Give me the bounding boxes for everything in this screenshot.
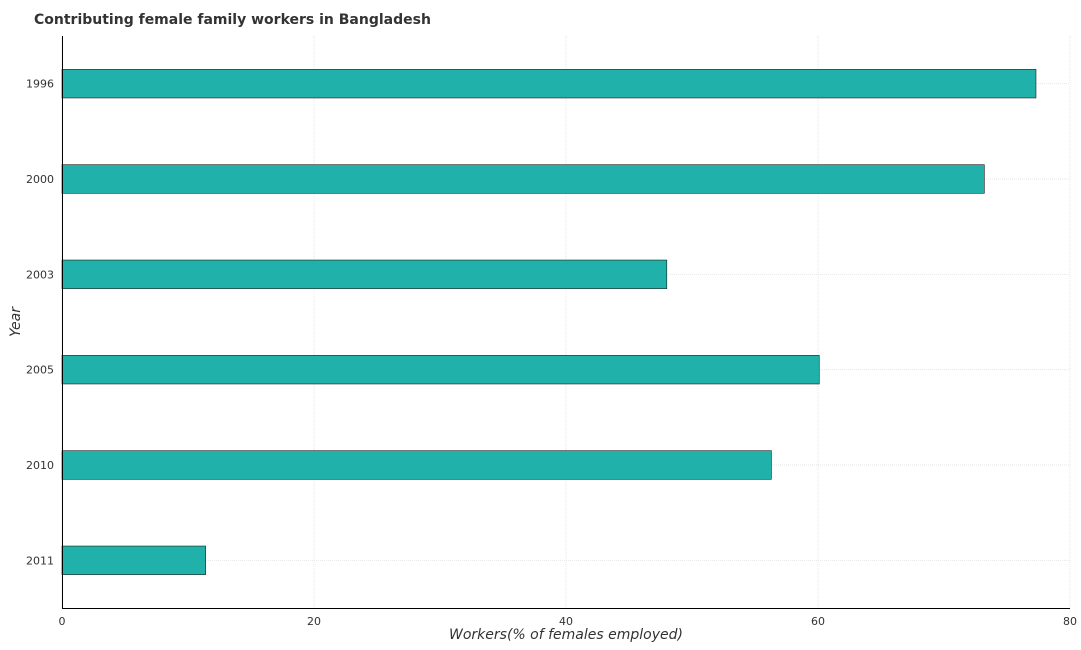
bars xyxy=(61,69,1037,575)
y-tick-label: 2011 xyxy=(26,554,54,567)
y-tick-label: 2003 xyxy=(26,268,54,281)
y-tick-label: 2005 xyxy=(26,364,54,377)
bar-1996 xyxy=(61,69,1037,99)
y-tick-label: 2000 xyxy=(26,173,54,186)
x-tick-label: 80 xyxy=(1063,615,1077,628)
y-tick-label: 1996 xyxy=(26,78,54,91)
x-tick-label: 20 xyxy=(307,615,321,628)
chart-title: Contributing female family workers in Ba… xyxy=(34,12,431,28)
y-axis-label: Year xyxy=(8,306,24,337)
bar-2010 xyxy=(61,450,772,480)
x-tick-label: 40 xyxy=(559,615,573,628)
x-tick-labels: 0 20 40 60 80 xyxy=(59,615,1078,628)
bar-2011 xyxy=(61,545,206,575)
x-tick-label: 60 xyxy=(811,615,825,628)
y-tick-labels: 1996 2000 2003 2005 2010 2011 xyxy=(26,78,54,568)
bar-2003 xyxy=(61,259,668,289)
bar-2005 xyxy=(61,355,820,385)
y-tick-label: 2010 xyxy=(26,459,54,472)
bar-2000 xyxy=(61,164,985,194)
x-axis-label: Workers(% of females employed) xyxy=(449,627,683,643)
axes xyxy=(62,36,1070,609)
x-tick-label: 0 xyxy=(59,615,66,628)
